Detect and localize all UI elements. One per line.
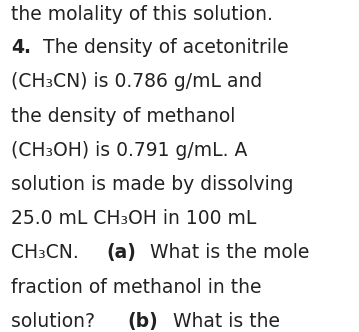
Text: 25.0 mL CH₃OH in 100 mL: 25.0 mL CH₃OH in 100 mL	[11, 209, 256, 228]
Text: The density of acetonitrile: The density of acetonitrile	[37, 38, 288, 57]
Text: CH₃CN.: CH₃CN.	[11, 243, 84, 262]
Text: What is the mole: What is the mole	[144, 243, 310, 262]
Text: solution is made by dissolving: solution is made by dissolving	[11, 175, 293, 194]
Text: What is the: What is the	[167, 312, 280, 331]
Text: (b): (b)	[127, 312, 158, 331]
Text: (CH₃OH) is 0.791 g/mL. A: (CH₃OH) is 0.791 g/mL. A	[11, 141, 247, 160]
Text: the molality of this solution.: the molality of this solution.	[11, 5, 272, 24]
Text: fraction of methanol in the: fraction of methanol in the	[11, 278, 261, 296]
Text: solution?: solution?	[11, 312, 101, 331]
Text: 4.: 4.	[11, 38, 31, 57]
Text: (CH₃CN) is 0.786 g/mL and: (CH₃CN) is 0.786 g/mL and	[11, 72, 262, 91]
Text: (a): (a)	[106, 243, 136, 262]
Text: the density of methanol: the density of methanol	[11, 107, 235, 125]
